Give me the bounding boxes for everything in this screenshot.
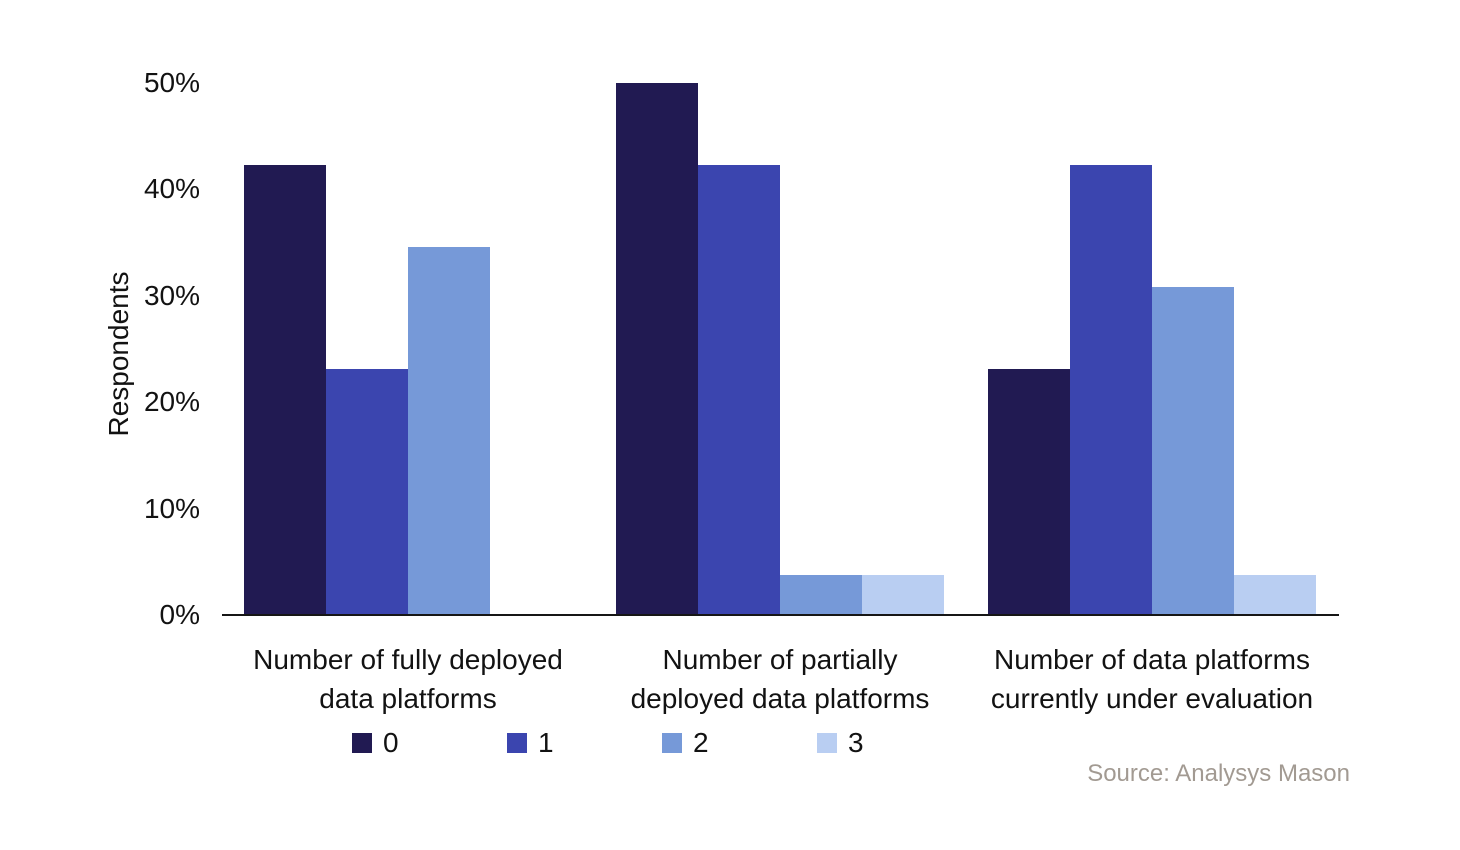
x-category-label-line: Number of fully deployed [253, 644, 563, 675]
y-tick-label: 10% [143, 492, 200, 524]
bar-group [594, 83, 966, 615]
bar-series-2 [780, 574, 862, 615]
bar-series-2 [408, 246, 490, 615]
x-category-label-line: Number of data platforms [994, 644, 1310, 675]
bar-series-1 [326, 369, 408, 615]
x-category-label-line: currently under evaluation [990, 683, 1314, 714]
y-tick-label: 0% [159, 599, 200, 630]
bar-series-2 [1152, 287, 1234, 615]
legend-item: 2 [662, 727, 817, 758]
y-tick-label: 50% [143, 67, 200, 98]
legend-swatch-icon [662, 733, 682, 753]
plot-area [222, 83, 1338, 615]
x-axis-category-labels: Number of fully deployed data platforms Nu… [222, 640, 1338, 718]
x-category-label-line: data platforms [319, 683, 497, 714]
x-category-label-line: deployed data platforms [630, 683, 930, 714]
bar-series-0 [616, 83, 698, 615]
legend-swatch-icon [817, 733, 837, 753]
y-tick-label: 30% [143, 279, 200, 311]
legend-item: 0 [352, 727, 507, 758]
x-axis-line [222, 614, 1339, 616]
legend-label: 2 [693, 727, 709, 758]
y-tick-label: 40% [143, 173, 200, 205]
bar-series-1 [1070, 164, 1152, 615]
legend-item: 3 [817, 727, 972, 758]
legend-label: 3 [848, 727, 864, 758]
bar-series-1 [698, 164, 780, 615]
bar-group [966, 83, 1338, 615]
x-category-label: Number of partially deployed data platfor… [594, 640, 966, 718]
legend-label: 0 [383, 727, 399, 758]
x-category-label: Number of data platforms currently under … [966, 640, 1338, 718]
y-tick-label: 20% [143, 386, 200, 418]
legend: 0 1 2 3 [352, 727, 972, 758]
bar-series-0 [244, 164, 326, 615]
legend-swatch-icon [352, 733, 372, 753]
bar-series-3 [1234, 574, 1316, 615]
bar-series-0 [988, 369, 1070, 615]
x-category-label-line: Number of partially [662, 644, 898, 675]
legend-item: 1 [507, 727, 662, 758]
source-text: Source: Analysys Mason [1087, 760, 1350, 787]
x-category-label: Number of fully deployed data platforms [222, 640, 594, 718]
legend-swatch-icon [507, 733, 527, 753]
bar-group [222, 83, 594, 615]
bar-series-3 [862, 574, 944, 615]
legend-label: 1 [538, 727, 554, 758]
